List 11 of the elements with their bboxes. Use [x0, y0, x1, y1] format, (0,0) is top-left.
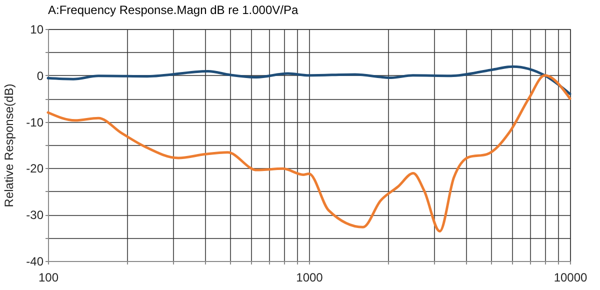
- y-tick-label: -10: [26, 115, 44, 130]
- y-tick-label: 10: [30, 22, 44, 36]
- x-tick-label: 10000: [554, 270, 588, 284]
- x-tick-label: 100: [38, 270, 59, 284]
- x-tick-label: 1000: [296, 270, 324, 284]
- y-axis-title: Relative Response(dB): [2, 84, 16, 208]
- y-tick-label: -20: [26, 162, 44, 176]
- y-tick-label: 0: [36, 68, 44, 83]
- chart-title: A:Frequency Response.Magn dB re 1.000V/Pa: [48, 3, 298, 17]
- y-tick-label: -30: [26, 208, 44, 222]
- y-tick-label: -40: [26, 254, 44, 268]
